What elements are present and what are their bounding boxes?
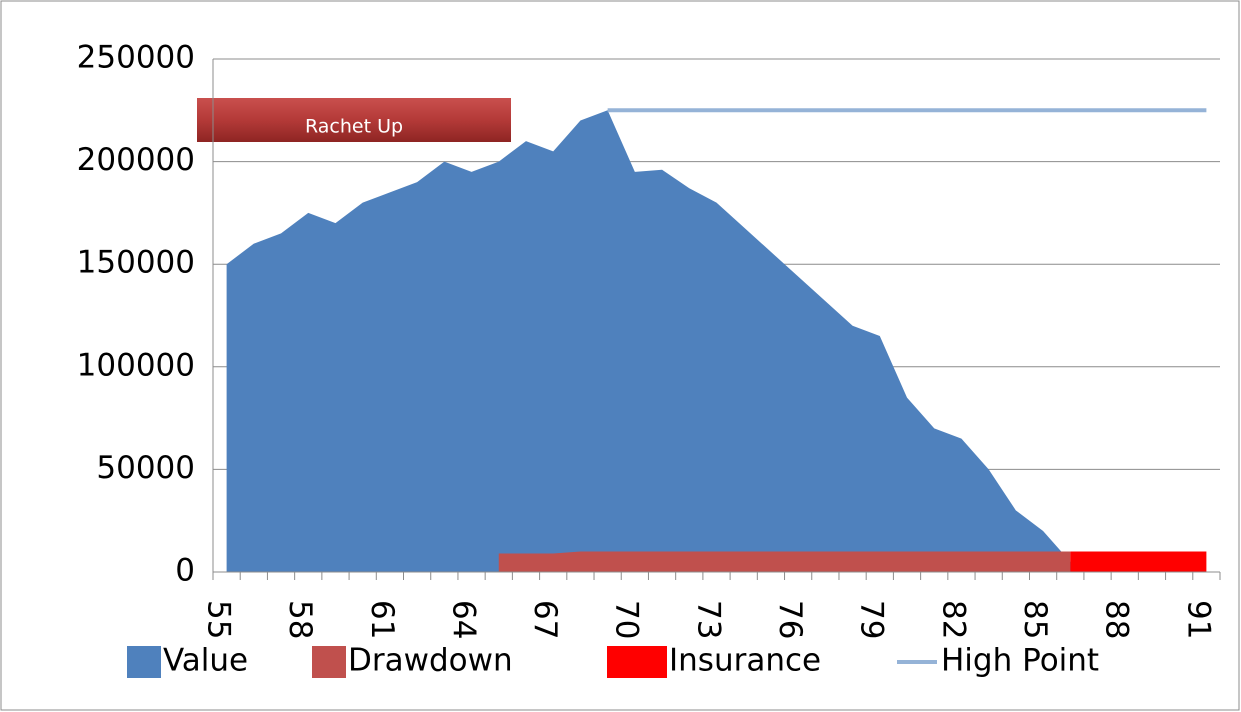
y-tick-label: 150000 bbox=[77, 245, 195, 281]
x-tick-label: 64 bbox=[445, 600, 481, 639]
x-tick-label: 67 bbox=[527, 600, 563, 639]
legend-label: Insurance bbox=[669, 643, 821, 679]
y-tick-label: 250000 bbox=[77, 40, 195, 76]
legend-swatch bbox=[312, 646, 346, 678]
area bbox=[226, 110, 1207, 573]
x-tick-label: 73 bbox=[690, 600, 726, 639]
legend-label: High Point bbox=[941, 643, 1099, 679]
area bbox=[1070, 551, 1207, 572]
legend-swatch bbox=[607, 646, 667, 678]
y-tick-label: 100000 bbox=[77, 347, 195, 383]
x-tick-label: 85 bbox=[1017, 600, 1053, 639]
annotation: Rachet Up bbox=[305, 116, 403, 138]
x-tick-label: 61 bbox=[364, 600, 400, 639]
legend-swatch bbox=[127, 646, 161, 678]
x-tick-label: 79 bbox=[854, 600, 890, 639]
x-tick-label: 88 bbox=[1099, 600, 1135, 639]
y-tick-label: 200000 bbox=[77, 142, 195, 178]
x-tick-label: 70 bbox=[609, 600, 645, 639]
legend-label: Drawdown bbox=[348, 643, 513, 679]
area bbox=[498, 551, 1071, 572]
x-tick-label: 58 bbox=[282, 600, 318, 639]
annotation-box bbox=[197, 98, 511, 142]
x-tick-label: 82 bbox=[935, 600, 971, 639]
y-tick-label: 0 bbox=[175, 553, 195, 589]
x-tick-label: 91 bbox=[1180, 600, 1216, 639]
x-tick-label: 76 bbox=[772, 600, 808, 639]
x-tick-label: 55 bbox=[201, 600, 237, 639]
y-tick-label: 50000 bbox=[96, 450, 195, 486]
legend-label: Value bbox=[163, 643, 248, 679]
